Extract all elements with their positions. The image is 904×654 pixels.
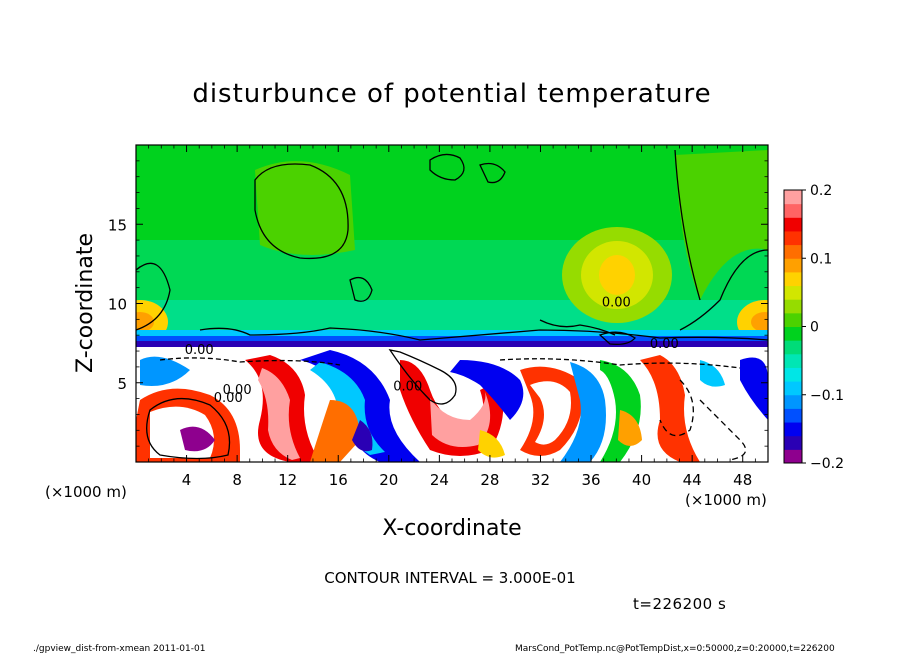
y-axis-ticks: 5 10 15: [108, 160, 768, 447]
colorbar-tick-label: −0.1: [810, 388, 844, 404]
band-darkblue: [136, 341, 768, 347]
plot-area: [136, 145, 768, 462]
colorbar-swatch: [784, 244, 802, 259]
y-tick-label: 10: [108, 296, 127, 314]
x-tick-label: 32: [531, 471, 550, 489]
x-tick-label: 36: [581, 471, 600, 489]
contour-lines: [136, 149, 768, 461]
x-axis-ticks: 4 8 12 16 20 24 28 32 36 40 44 48: [148, 145, 756, 489]
y-tick-label: 15: [108, 216, 127, 234]
colorbar-swatch: [784, 367, 802, 382]
colorbar-swatch: [784, 285, 802, 300]
x-tick-label: 28: [480, 471, 499, 489]
colorbar-swatch: [784, 203, 802, 218]
contour-label: 0.00: [650, 337, 679, 352]
colorbar-swatch: [784, 353, 802, 368]
colorbar-swatch: [784, 394, 802, 409]
colorbar-swatch: [784, 435, 802, 450]
colorbar-swatch: [784, 408, 802, 423]
contour-label: 0.00: [223, 383, 252, 398]
colorbar-swatch: [784, 449, 802, 464]
colorbar: [784, 190, 802, 464]
colorbar-swatch: [784, 422, 802, 437]
colorbar-tick-label: 0.1: [810, 251, 832, 267]
colorbar-swatch: [784, 299, 802, 314]
x-tick-label: 12: [278, 471, 297, 489]
x-tick-label: 24: [430, 471, 449, 489]
field-band-low: [136, 300, 768, 330]
contour-interval-text: CONTOUR INTERVAL = 3.000E-01: [324, 569, 575, 587]
colorbar-swatch: [784, 312, 802, 327]
contour-label: 0.00: [393, 380, 422, 395]
colorbar-ticks: 0.2 0.1 0 −0.1 −0.2: [802, 183, 844, 472]
x-tick-label: 48: [733, 471, 752, 489]
colorbar-swatch: [784, 326, 802, 341]
colorbar-swatch: [784, 190, 802, 205]
band-blue: [136, 336, 768, 344]
warm-plume-core: [599, 255, 635, 295]
warm-core-left: [136, 312, 154, 332]
contour-label: 0.00: [214, 391, 243, 406]
x-axis-label: X-coordinate: [382, 516, 521, 541]
x-tick-label: 8: [232, 471, 242, 489]
x-tick-label: 40: [632, 471, 651, 489]
colorbar-swatch: [784, 258, 802, 273]
green-patch-1: [255, 161, 355, 255]
x-tick-label: 44: [683, 471, 702, 489]
turbulent-blobs: [136, 350, 768, 462]
colorbar-swatch: [784, 340, 802, 355]
colorbar-tick-label: 0.2: [810, 183, 832, 199]
colorbar-swatch: [784, 381, 802, 396]
contour-label: 0.00: [602, 296, 631, 311]
y-tick-label: 5: [117, 375, 127, 393]
band-cyan: [136, 330, 768, 338]
y-axis-label: Z-coordinate: [73, 233, 98, 373]
warm-core-right: [751, 312, 768, 332]
colorbar-swatch: [784, 230, 802, 246]
time-label: t=226200 s: [633, 595, 726, 613]
green-patch-2: [675, 150, 768, 300]
colorbar-tick-label: 0: [810, 320, 819, 336]
x-tick-label: 16: [329, 471, 348, 489]
footer-left: ./gpview_dist-from-xmean 2011-01-01: [33, 644, 205, 654]
contour-label: 0.00: [185, 343, 214, 358]
x-unit-label-left: (×1000 m): [45, 483, 127, 501]
contour-labels: 0.000.000.000.000.000.00: [185, 296, 679, 406]
x-unit-label-right: (×1000 m): [685, 491, 767, 509]
colorbar-swatch: [784, 271, 802, 287]
x-tick-label: 20: [379, 471, 398, 489]
colorbar-tick-label: −0.2: [810, 456, 844, 472]
footer-right: MarsCond_PotTemp.nc@PotTempDist,x=0:5000…: [515, 644, 835, 654]
x-tick-label: 4: [182, 471, 192, 489]
chart-title: disturbunce of potential temperature: [192, 79, 711, 109]
colorbar-swatch: [784, 217, 802, 232]
